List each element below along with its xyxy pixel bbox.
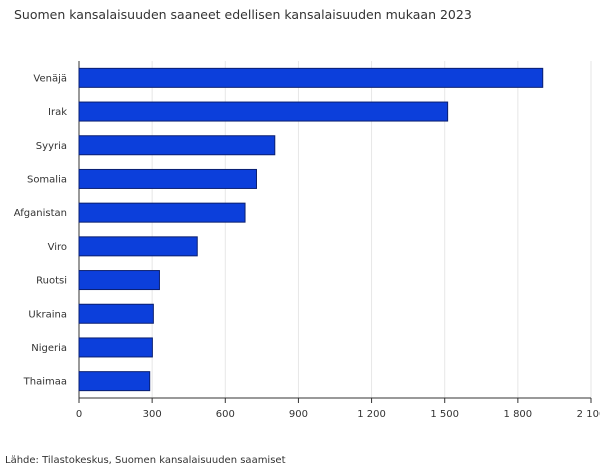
category-label: Afganistan <box>14 208 67 219</box>
x-tick-label: 300 <box>143 409 162 420</box>
bar-thaimaa[interactable] <box>78 371 151 392</box>
bar-ruotsi[interactable] <box>78 270 160 291</box>
category-label: Nigeria <box>31 343 67 354</box>
bars <box>78 67 544 392</box>
bar-afganistan[interactable] <box>78 202 246 223</box>
category-label: Irak <box>48 107 67 118</box>
x-tick-label: 600 <box>216 409 235 420</box>
bar-viro[interactable] <box>78 236 198 257</box>
bar-somalia[interactable] <box>78 168 257 189</box>
x-tick-label: 1 500 <box>430 409 459 420</box>
x-tick-label: 0 <box>76 409 82 420</box>
category-label: Ukraina <box>28 309 67 320</box>
bar-chart: Venäjä Irak Syyria Somalia Afganistan Viro Ruo… <box>14 61 600 420</box>
x-tick-label: 2 100 <box>577 409 600 420</box>
category-labels: Venäjä Irak Syyria Somalia Afganistan Viro Ruo… <box>14 73 67 387</box>
category-label: Somalia <box>27 174 67 185</box>
bar-syyria[interactable] <box>78 135 276 156</box>
bar-nigeria[interactable] <box>78 337 153 358</box>
x-tick-label: 1 200 <box>357 409 386 420</box>
x-tick-label: 900 <box>289 409 308 420</box>
x-axis-ticks: 0 300 600 900 1 200 1 500 1 800 2 100 <box>76 397 600 420</box>
bar-irak[interactable] <box>78 101 449 122</box>
source-note: Lähde: Tilastokeskus, Suomen kansalaisuu… <box>5 455 286 466</box>
category-label: Thaimaa <box>23 377 67 388</box>
gridlines <box>78 61 592 398</box>
category-label: Viro <box>48 242 67 253</box>
category-label: Syyria <box>36 141 67 152</box>
category-label: Venäjä <box>33 73 67 84</box>
bar-venäjä[interactable] <box>78 67 544 88</box>
x-tick-label: 1 800 <box>504 409 533 420</box>
bar-ukraina[interactable] <box>78 303 154 324</box>
chart-title: Suomen kansalaisuuden saaneet edellisen … <box>14 7 472 22</box>
category-label: Ruotsi <box>36 276 67 287</box>
